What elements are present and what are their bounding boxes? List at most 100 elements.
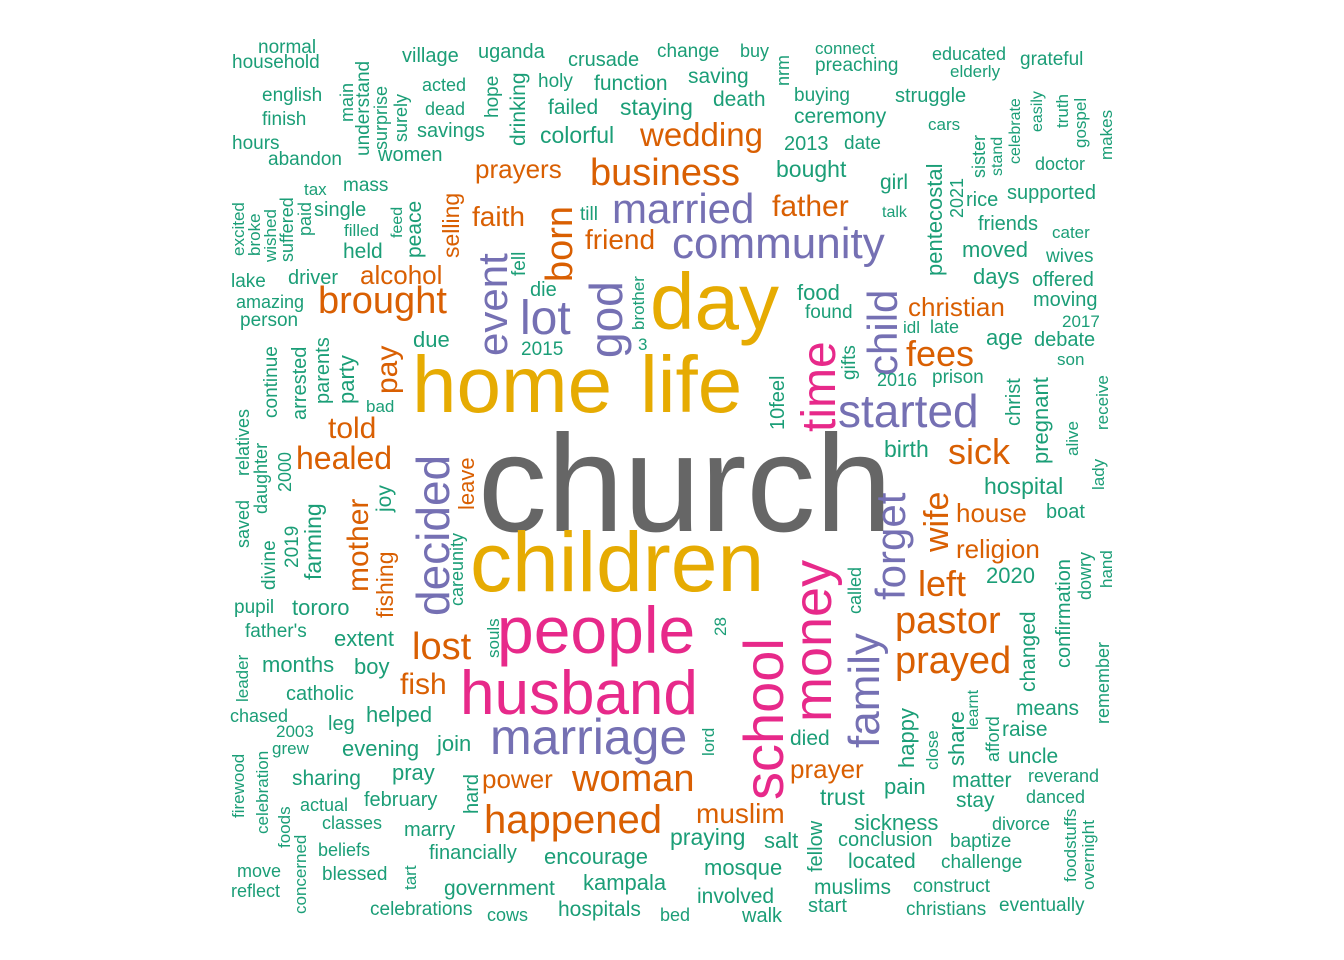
word-life: life [640, 340, 743, 429]
word-pupil: pupil [234, 597, 275, 618]
word-savings: savings [417, 120, 485, 142]
word-days: days [973, 264, 1020, 289]
word-lady: lady [1089, 458, 1108, 490]
word-matter: matter [952, 769, 1012, 792]
word-foodstuffs: foodstuffs [1061, 808, 1080, 882]
word-religion: religion [956, 534, 1040, 564]
word-people: people [497, 593, 696, 667]
word-kampala: kampala [583, 870, 667, 895]
word-nrm: nrm [773, 55, 793, 86]
word-start: start [808, 895, 847, 917]
word-fees: fees [906, 333, 975, 374]
word-supported: supported [1007, 182, 1096, 204]
word-celebrate: celebrate [1007, 98, 1024, 164]
word-evening: evening [342, 736, 420, 761]
word-colorful: colorful [540, 122, 615, 148]
word-business: business [590, 152, 740, 194]
word-rice: rice [966, 189, 999, 211]
word-remember: remember [1093, 641, 1113, 724]
word-overnight: overnight [1079, 820, 1098, 890]
word-tax: tax [304, 180, 327, 199]
word-parents: parents [312, 337, 334, 404]
word-sister: sister [969, 134, 989, 178]
word-bed: bed [660, 905, 691, 925]
word-time: time [793, 341, 846, 432]
word-leave: leave [454, 457, 479, 510]
word-household: household [232, 52, 320, 73]
word-married: married [612, 185, 755, 232]
word-mosque: mosque [704, 855, 783, 880]
word-muslims: muslims [814, 876, 891, 899]
word-alive: alive [1063, 421, 1082, 456]
word-wedding: wedding [640, 116, 763, 153]
word-close: close [923, 730, 942, 770]
word-wife: wife [918, 491, 956, 552]
word-marry: marry [404, 819, 456, 841]
word-baptize: baptize [950, 831, 1012, 852]
word-construct: construct [913, 876, 991, 897]
word-driver: driver [288, 267, 339, 289]
word-alcohol: alcohol [360, 260, 443, 290]
word-2016: 2016 [877, 370, 918, 390]
word-stand: stand [989, 136, 1006, 176]
word-eventually: eventually [999, 895, 1085, 916]
word-saving: saving [688, 65, 749, 88]
word-talk: talk [882, 204, 907, 221]
word-28: 28 [711, 617, 730, 636]
word-age: age [986, 325, 1023, 350]
word-crusade: crusade [568, 49, 640, 71]
word-2020: 2020 [986, 563, 1035, 588]
word-lost: lost [412, 626, 472, 668]
word-share: share [944, 710, 969, 766]
word-2003: 2003 [276, 722, 314, 741]
word-arrested: arrested [289, 346, 311, 420]
word-power: power [482, 764, 553, 794]
word-boat: boat [1046, 501, 1085, 523]
word-drinking: drinking [507, 72, 530, 146]
word-means: means [1016, 697, 1080, 720]
word-filled: filled [344, 221, 379, 240]
word-farming: farming [300, 503, 326, 580]
word-dead: dead [425, 99, 466, 119]
word-christians: christians [906, 899, 987, 920]
word-2019: 2019 [282, 525, 303, 568]
word-son: son [1057, 350, 1085, 369]
word-pentecostal: pentecostal [922, 163, 947, 276]
word-finish: finish [262, 109, 307, 130]
word-cater: cater [1052, 223, 1090, 242]
word-wives: wives [1046, 246, 1094, 267]
word-move: move [237, 861, 282, 881]
word-financially: financially [429, 842, 517, 864]
word-forget: forget [867, 492, 914, 600]
word-makes: makes [1097, 109, 1116, 160]
word-pregnant: pregnant [1028, 377, 1053, 464]
word-church: church [478, 407, 893, 561]
word-home: home [412, 340, 613, 429]
word-afford: afford [983, 716, 1003, 762]
word-months: months [262, 652, 335, 677]
word-birth: birth [884, 436, 929, 462]
word-amazing: amazing [236, 292, 305, 312]
word-salt: salt [764, 828, 799, 853]
word-pay: pay [371, 345, 404, 394]
word-left: left [918, 563, 967, 604]
word-saved: saved [233, 499, 253, 548]
word-gospel: gospel [1071, 97, 1090, 148]
word-celebrations: celebrations [370, 899, 473, 920]
word-normal: normal [258, 37, 317, 58]
word-date: date [844, 133, 881, 154]
word-sick: sick [948, 431, 1010, 472]
word-confirmation: confirmation [1053, 559, 1075, 668]
word-2013: 2013 [784, 133, 829, 155]
word-prayed: prayed [895, 640, 1012, 682]
word-danced: danced [1026, 787, 1086, 807]
word-christ: christ [1003, 378, 1025, 426]
word-pain: pain [884, 774, 926, 799]
word-celebration: celebration [253, 750, 272, 834]
word-healed: healed [296, 440, 393, 476]
word-reflect: reflect [231, 881, 281, 901]
word-surely: surely [391, 93, 411, 142]
word-concerned: concerned [291, 834, 310, 914]
word-lake: lake [231, 271, 266, 292]
word-abandon: abandon [268, 149, 342, 170]
